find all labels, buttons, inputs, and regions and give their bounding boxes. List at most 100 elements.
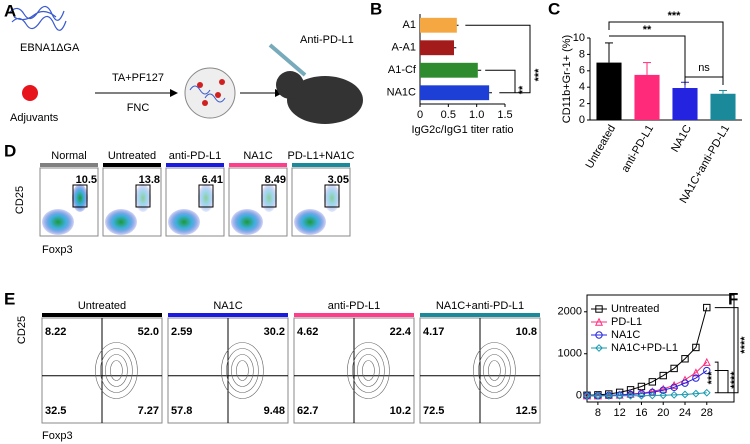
marker [626,391,635,400]
axis-label: Foxp3 [42,430,73,442]
series-line [587,361,708,397]
bracket [485,69,516,93]
y-tick-label: 8 [579,48,585,60]
x-tick-label: 16 [635,407,647,419]
header-bar [294,313,414,317]
marker [670,383,678,392]
legend-label: NA1C [611,329,640,341]
header-bar [166,163,224,167]
gate [72,184,88,208]
category-label: NA1C [669,123,694,154]
y-tick-label: 2 [579,98,585,110]
bar [596,62,622,120]
contour [231,354,254,387]
y-tick-label: 0 [576,390,582,402]
bar [420,85,490,101]
cells [72,184,88,212]
marker [692,374,700,382]
panel-a-text: EBNA1ΔGA [20,42,80,54]
cells [42,209,74,235]
marker [595,344,603,352]
x-label: IgG2c/IgG1 titer ratio [411,124,513,136]
gate [198,184,214,208]
marker [681,390,689,399]
axis-label: Foxp3 [42,244,73,256]
x-tick-label: 1.5 [497,109,512,121]
annotation: ** [643,24,652,36]
mouse [287,76,363,124]
axis-label: CD25 [14,186,26,214]
particles [197,79,225,106]
bracket [465,24,531,94]
cells [198,184,214,212]
marker [648,391,657,400]
bracket [714,307,739,394]
cells [135,184,151,212]
category-label: A1 [403,19,416,31]
marker [594,317,604,326]
legend-label: Untreated [611,303,659,315]
bracket [684,76,724,85]
bar [420,17,457,33]
gate-value: 3.05 [328,174,349,186]
bar [420,62,478,78]
dish [184,67,236,119]
marker [626,390,635,399]
quadrant-value: 10.2 [390,405,411,417]
plot-label: NA1C+anti-PD-L1 [436,300,524,312]
marker [670,364,678,373]
quadrant-value: 4.17 [423,326,444,338]
quadrant-value: 32.5 [45,405,66,417]
plot-label: anti-PD-L1 [169,150,222,162]
annotation: **** [729,371,741,389]
header-bar [229,163,287,167]
annotation: ns [698,62,710,74]
header-bar [292,163,350,167]
marker [692,343,700,352]
marker [681,379,689,387]
panel-label: A [4,1,16,20]
quadrant-value: 57.8 [171,405,192,417]
gate-value: 8.49 [265,174,286,186]
quadrant-value: 7.27 [138,405,159,417]
y-tick-label: 0 [579,114,585,126]
contour [95,342,138,399]
quadrant-value: 10.8 [516,326,537,338]
gate [135,184,151,208]
cells [231,209,263,235]
legend-label: NA1C+PD-L1 [611,342,678,354]
contour [236,360,249,381]
marker [702,388,711,397]
marker [648,378,657,386]
marker [670,380,679,389]
contour [357,354,380,387]
marker [670,390,679,399]
quadrant-value: 8.22 [45,326,66,338]
marker [637,389,646,398]
x-tick-label: 8 [595,407,601,419]
contour [488,360,501,381]
bracket [608,21,724,80]
panel-a-text: TA+PF127 [112,72,164,84]
header-bar [168,313,288,317]
marker [637,391,646,400]
y-tick-label: 10 [573,32,585,44]
gate-value: 13.8 [139,174,160,186]
marker [703,366,711,375]
marker [648,387,657,396]
panel-a-text: Anti-PD-L1 [300,34,354,46]
x-tick-label: 0 [417,109,423,121]
legend-label: PD-L1 [611,316,642,328]
bar [420,40,454,56]
category-label: A-A1 [392,42,416,54]
cells [294,209,326,235]
panel-label: B [370,0,382,18]
marker [659,386,667,394]
bar [634,74,660,120]
syringe [268,43,307,77]
quadrant-value: 52.0 [138,326,159,338]
annotation: *** [533,68,545,82]
marker [659,371,667,380]
contour [221,342,264,399]
